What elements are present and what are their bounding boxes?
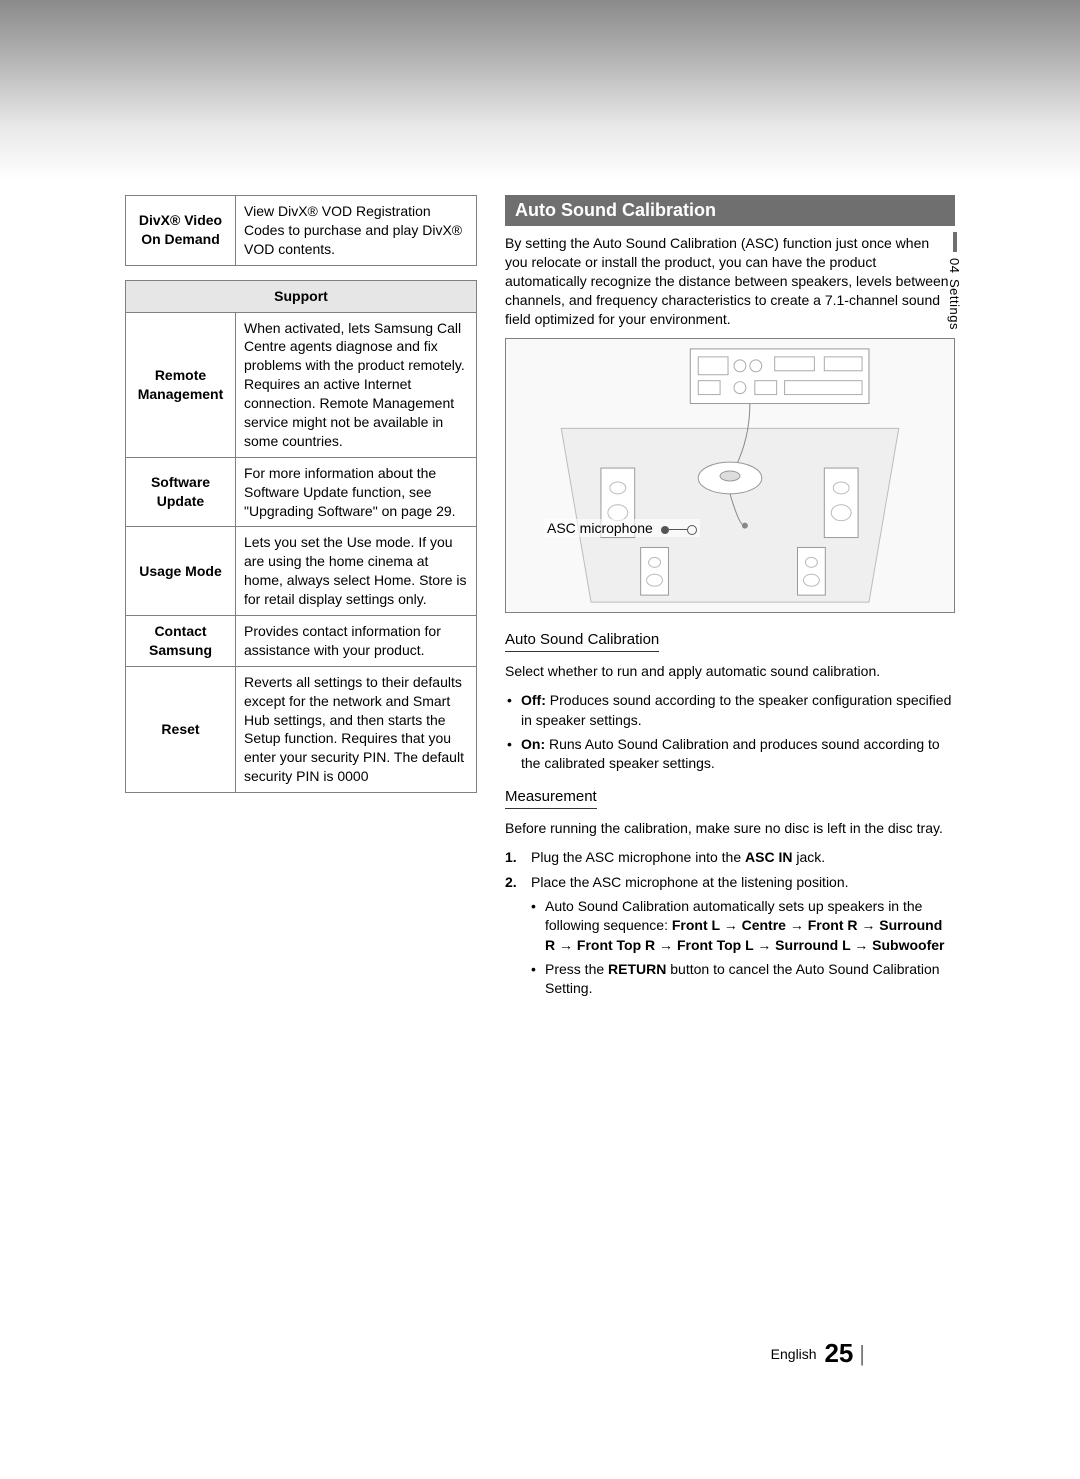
sub-text: Press the <box>545 961 608 977</box>
measurement-intro: Before running the calibration, make sur… <box>505 819 955 838</box>
sub-bold: RETURN <box>608 961 666 977</box>
row-label: Reset <box>126 666 236 792</box>
asc-mic-label: ASC microphone <box>544 519 700 537</box>
divx-table: DivX® Video On Demand View DivX® VOD Reg… <box>125 195 477 266</box>
step-sub-list: Auto Sound Calibration automatically set… <box>531 897 955 999</box>
diagram-svg <box>506 339 954 612</box>
row-desc: Reverts all settings to their defaults e… <box>236 666 477 792</box>
row-desc: Lets you set the Use mode. If you are us… <box>236 527 477 616</box>
asc-mic-text: ASC microphone <box>547 520 653 536</box>
page-header-gradient <box>0 0 1080 180</box>
list-item: Off: Produces sound according to the spe… <box>505 691 955 730</box>
footer-lang: English <box>771 1346 817 1362</box>
step-item: Place the ASC microphone at the listenin… <box>505 873 955 999</box>
tab-label: Settings <box>947 279 962 330</box>
step-bold: ASC IN <box>745 849 792 865</box>
chapter-tab: 04 Settings <box>947 232 962 330</box>
sub-item: Auto Sound Calibration automatically set… <box>531 897 955 956</box>
step-item: Plug the ASC microphone into the ASC IN … <box>505 848 955 868</box>
support-header-row: Support <box>126 280 477 312</box>
page-number: 25 <box>824 1338 853 1368</box>
tab-bar-icon <box>953 232 957 252</box>
table-row: Reset Reverts all settings to their defa… <box>126 666 477 792</box>
label-leader-icon <box>661 525 697 535</box>
page-columns: DivX® Video On Demand View DivX® VOD Reg… <box>125 195 955 1005</box>
option-lead: On: <box>521 736 545 752</box>
option-text: Runs Auto Sound Calibration and produces… <box>521 736 940 772</box>
asc-options: Off: Produces sound according to the spe… <box>505 691 955 773</box>
row-label: Usage Mode <box>126 527 236 616</box>
row-label: Remote Management <box>126 312 236 457</box>
step-text: jack. <box>792 849 825 865</box>
footer-pipe-icon: | <box>859 1341 865 1366</box>
table-row: Remote Management When activated, lets S… <box>126 312 477 457</box>
measurement-steps: Plug the ASC microphone into the ASC IN … <box>505 848 955 999</box>
right-column: Auto Sound Calibration By setting the Au… <box>505 195 955 1005</box>
left-column: DivX® Video On Demand View DivX® VOD Reg… <box>125 195 477 1005</box>
row-desc: When activated, lets Samsung Call Centre… <box>236 312 477 457</box>
option-text: Produces sound according to the speaker … <box>521 692 951 728</box>
row-desc: View DivX® VOD Registration Codes to pur… <box>236 196 477 266</box>
table-row: Software Update For more information abo… <box>126 457 477 527</box>
support-header: Support <box>126 280 477 312</box>
page-footer: English 25 | <box>771 1338 865 1369</box>
option-lead: Off: <box>521 692 546 708</box>
sub-heading-measurement: Measurement <box>505 788 597 809</box>
sub-heading-asc: Auto Sound Calibration <box>505 631 659 652</box>
table-row: DivX® Video On Demand View DivX® VOD Reg… <box>126 196 477 266</box>
asc-sub-intro: Select whether to run and apply automati… <box>505 662 955 681</box>
list-item: On: Runs Auto Sound Calibration and prod… <box>505 735 955 774</box>
tab-number: 04 <box>947 258 962 273</box>
step-text: Place the ASC microphone at the listenin… <box>531 874 849 890</box>
row-desc: Provides contact information for assista… <box>236 616 477 667</box>
asc-intro: By setting the Auto Sound Calibration (A… <box>505 234 955 328</box>
support-table: Support Remote Management When activated… <box>125 280 477 793</box>
row-label: DivX® Video On Demand <box>126 196 236 266</box>
table-row: Usage Mode Lets you set the Use mode. If… <box>126 527 477 616</box>
section-title: Auto Sound Calibration <box>505 195 955 226</box>
row-desc: For more information about the Software … <box>236 457 477 527</box>
asc-diagram: ASC microphone <box>505 338 955 613</box>
sub-item: Press the RETURN button to cancel the Au… <box>531 960 955 999</box>
row-label: Software Update <box>126 457 236 527</box>
row-label: Contact Samsung <box>126 616 236 667</box>
table-row: Contact Samsung Provides contact informa… <box>126 616 477 667</box>
step-text: Plug the ASC microphone into the <box>531 849 745 865</box>
